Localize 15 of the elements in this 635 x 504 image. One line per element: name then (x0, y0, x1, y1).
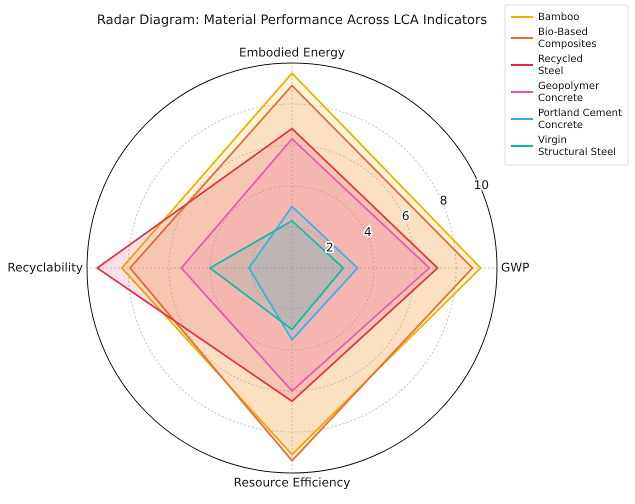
spoke-label: Resource Efficiency (234, 475, 350, 490)
y-tick-label: 2 (326, 240, 334, 255)
spoke-label: Recyclability (7, 260, 83, 274)
legend-label: Portland Cement Concrete (538, 108, 622, 131)
y-tick-label: 4 (364, 224, 372, 239)
legend-label: Recycled Steel (538, 54, 583, 77)
legend-label: Geopolymer Concrete (538, 80, 600, 104)
y-tick-label: 8 (440, 194, 448, 208)
legend-label: Bio-Based Composites (538, 26, 597, 50)
spoke-label: GWP (501, 260, 530, 274)
text: Radar Diagram: Material Performance Across LCA Indicators (96, 13, 488, 28)
legend-label: Virgin Structural Steel (538, 134, 616, 158)
spoke-label: Embodied Energy (238, 45, 346, 60)
legend-label: Bamboo (538, 12, 580, 23)
y-tick-label: 6 (402, 209, 410, 224)
